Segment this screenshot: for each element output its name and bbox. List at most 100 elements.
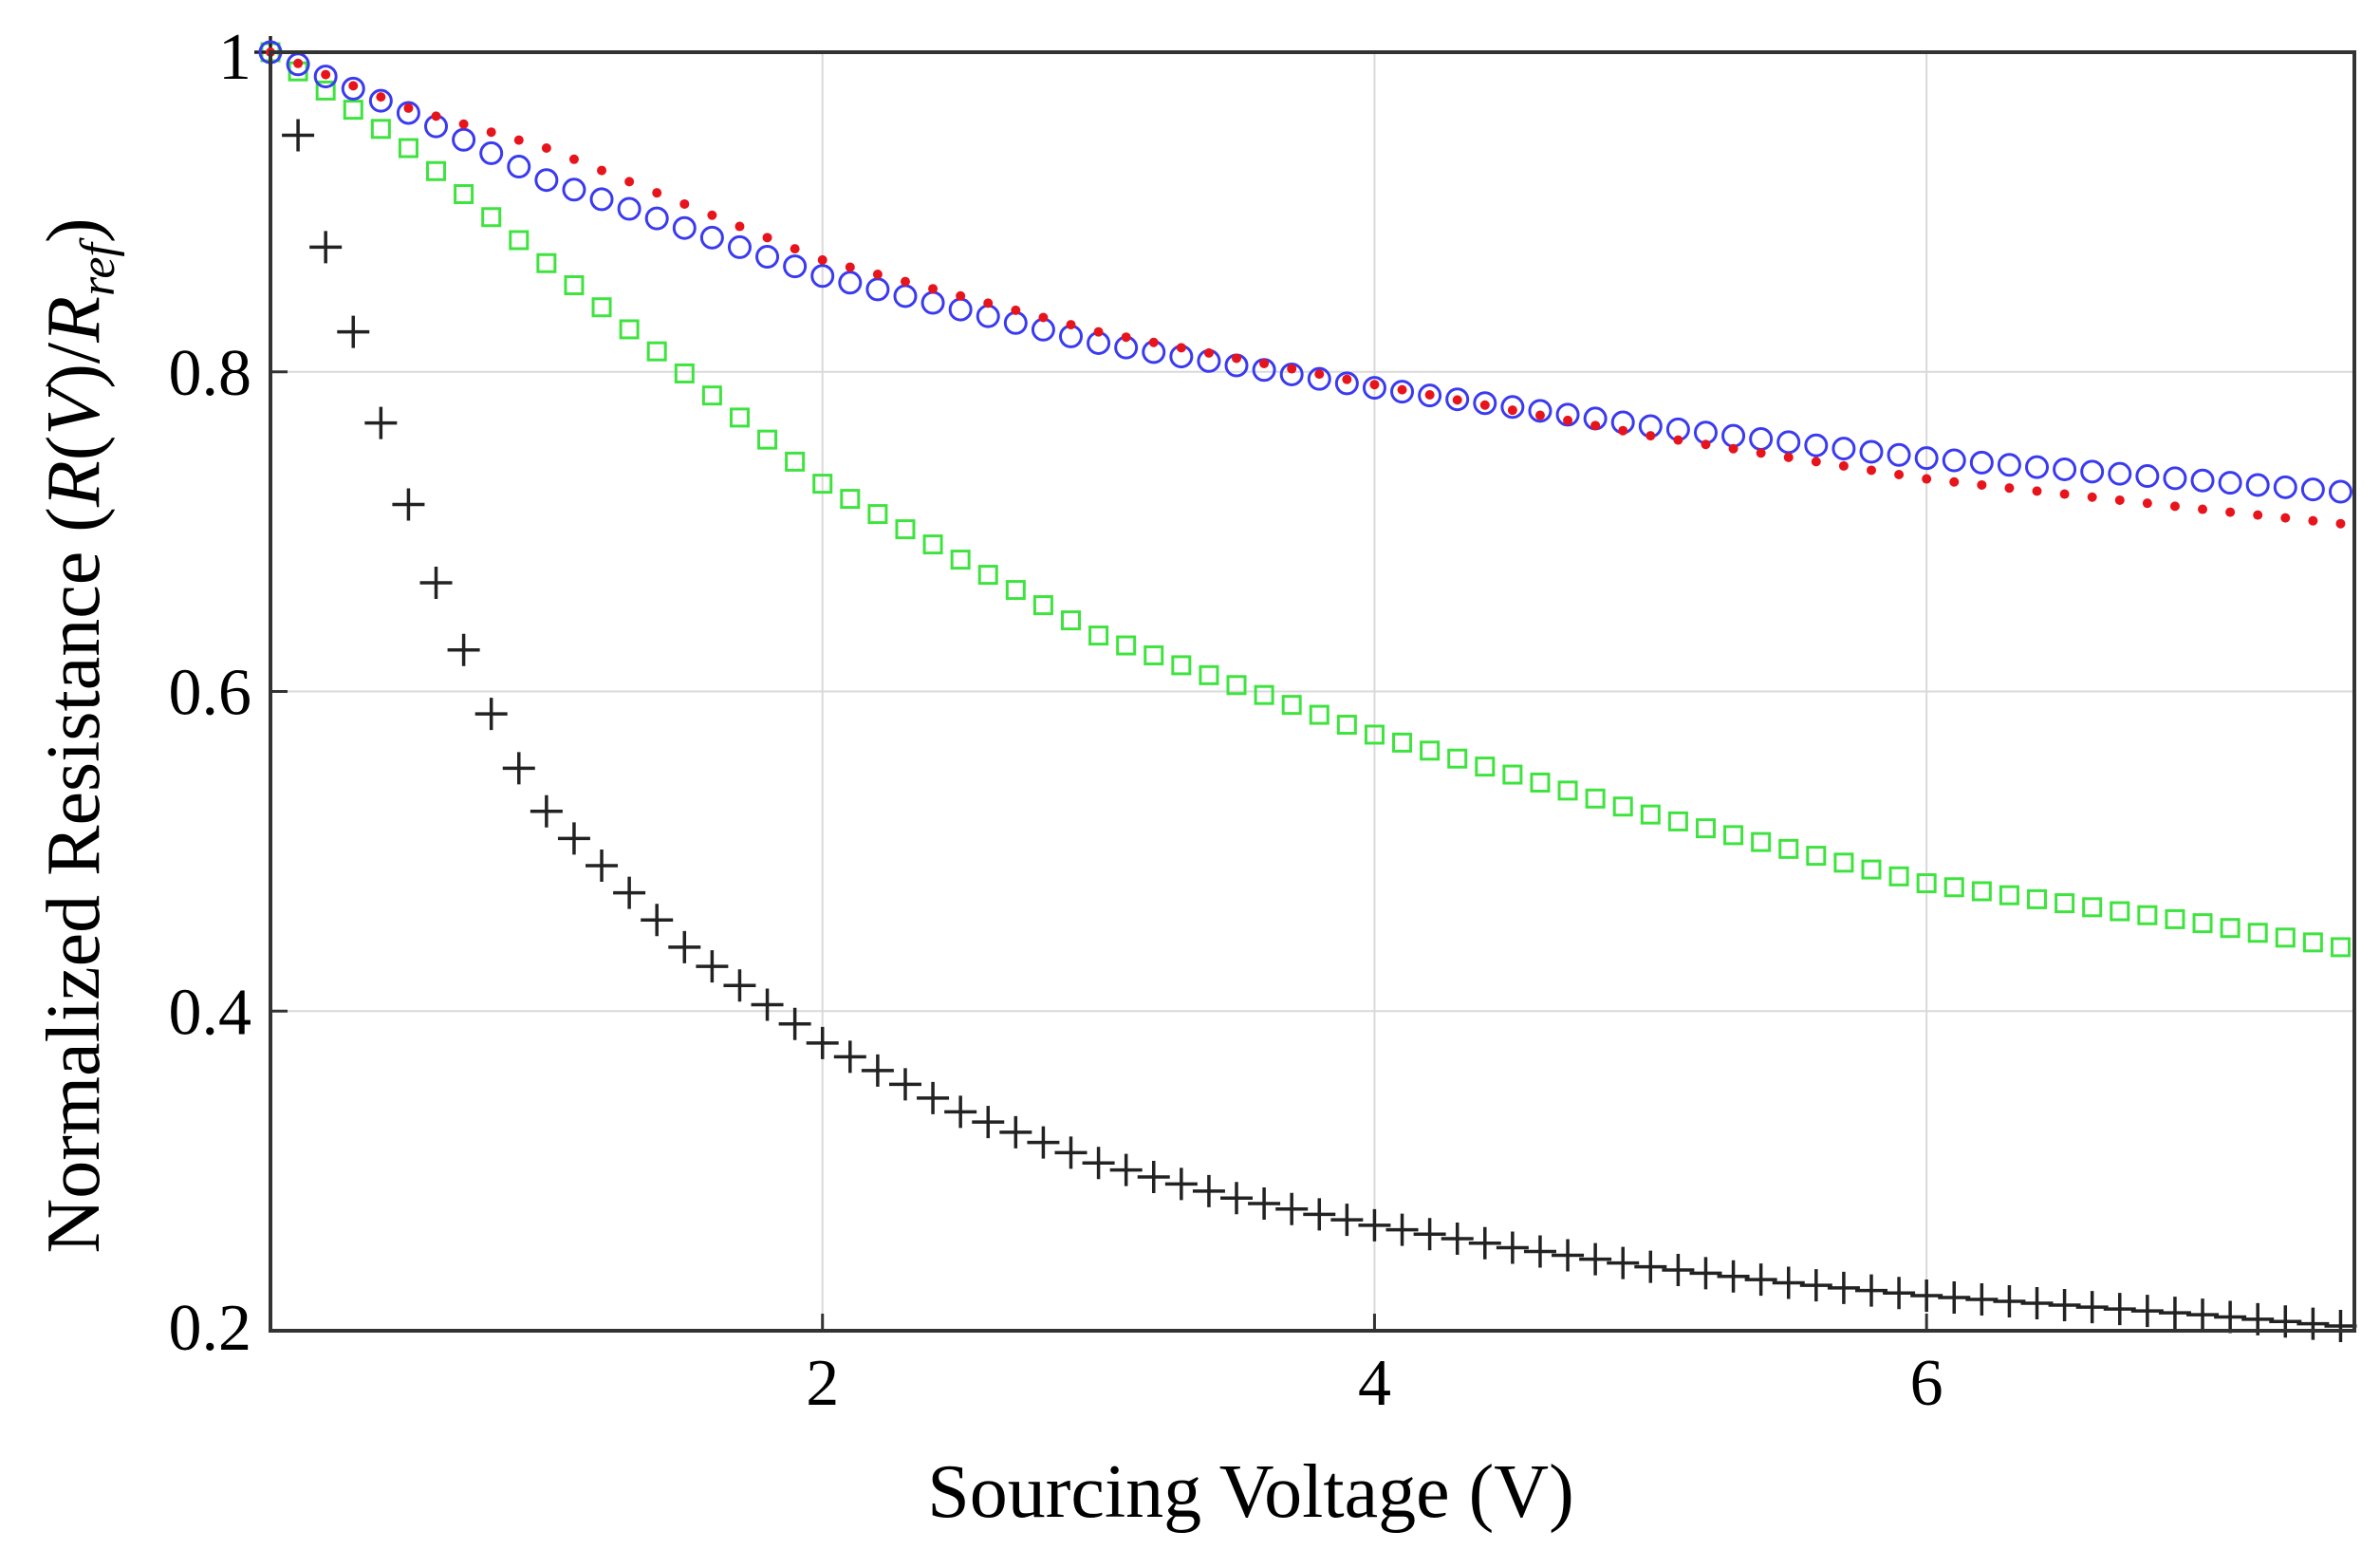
data-point xyxy=(479,140,504,165)
data-point xyxy=(2245,473,2270,497)
data-point xyxy=(2135,464,2160,489)
x-tick-label: 6 xyxy=(1910,1347,1943,1420)
data-point xyxy=(1723,825,1744,846)
data-point xyxy=(1811,457,1821,467)
data-point xyxy=(364,406,398,439)
y-tick-label: 0.8 xyxy=(169,337,252,410)
data-point xyxy=(1999,885,2019,906)
data-point xyxy=(1336,715,1357,736)
data-point xyxy=(2130,1295,2164,1328)
data-point xyxy=(1038,312,1049,323)
data-point xyxy=(1914,446,1939,471)
data-point xyxy=(1060,610,1081,631)
data-point xyxy=(1392,732,1413,753)
data-point xyxy=(1640,804,1661,825)
data-point xyxy=(2158,1297,2191,1330)
data-point xyxy=(1418,383,1442,408)
data-point xyxy=(1441,1223,1474,1256)
data-point xyxy=(1468,1226,1501,1260)
data-point xyxy=(1358,1208,1391,1242)
data-point xyxy=(1005,580,1026,601)
data-point xyxy=(557,822,590,855)
data-point xyxy=(2087,492,2097,502)
data-point xyxy=(1364,724,1385,745)
data-point xyxy=(2004,483,2015,494)
data-point xyxy=(1552,1239,1585,1272)
data-point xyxy=(895,519,916,540)
data-point xyxy=(2214,1300,2247,1334)
data-point xyxy=(1109,1153,1143,1186)
data-point xyxy=(1148,337,1159,347)
data-point xyxy=(1859,439,1884,464)
data-point xyxy=(1259,358,1270,368)
data-point xyxy=(309,231,343,264)
data-point xyxy=(1806,846,1827,867)
data-point xyxy=(872,270,883,280)
data-point xyxy=(2192,913,2213,934)
data-point xyxy=(727,234,752,259)
data-point xyxy=(513,135,524,145)
data-point xyxy=(888,1068,921,1101)
y-label-v: V xyxy=(32,382,116,436)
data-point xyxy=(1287,364,1297,374)
data-point xyxy=(1362,376,1386,401)
data-point xyxy=(1646,431,1656,441)
data-point xyxy=(956,290,966,301)
data-point xyxy=(1916,873,1937,894)
data-point xyxy=(1938,1280,1971,1314)
y-tick-label: 0.4 xyxy=(169,976,252,1049)
data-point xyxy=(2324,1309,2357,1342)
data-point xyxy=(2308,515,2318,526)
data-point xyxy=(672,215,697,240)
data-point xyxy=(1618,425,1628,436)
data-point xyxy=(370,119,391,140)
data-point xyxy=(972,1106,1005,1139)
data-point xyxy=(1171,655,1192,676)
y-tick-label: 1 xyxy=(218,21,251,94)
data-point xyxy=(507,155,531,179)
data-point xyxy=(313,65,338,89)
data-point xyxy=(1883,1277,1916,1310)
data-point xyxy=(762,233,772,243)
data-point xyxy=(845,262,855,272)
data-point xyxy=(486,127,496,138)
data-point xyxy=(983,298,994,308)
data-point xyxy=(1827,1271,1860,1304)
data-point xyxy=(1473,391,1497,416)
data-point xyxy=(1447,748,1468,769)
data-point xyxy=(1942,448,1966,473)
data-point xyxy=(2020,1287,2054,1320)
data-point xyxy=(1203,347,1214,358)
data-point xyxy=(944,1095,977,1129)
data-point xyxy=(790,244,800,254)
data-point xyxy=(368,88,393,113)
series-red-dots xyxy=(266,47,2346,529)
data-point xyxy=(341,76,365,101)
y-label-r1: R xyxy=(32,460,116,508)
data-point xyxy=(1887,442,1911,467)
data-point xyxy=(1137,1161,1170,1194)
data-point xyxy=(562,177,586,202)
data-point xyxy=(1662,1254,1695,1287)
data-point xyxy=(1176,343,1186,353)
data-point xyxy=(1116,635,1137,656)
data-point xyxy=(751,988,784,1021)
data-point xyxy=(2165,908,2185,929)
data-point xyxy=(977,565,998,586)
data-point xyxy=(1557,780,1578,801)
data-point xyxy=(1634,1250,1667,1283)
data-point xyxy=(1307,366,1331,391)
data-point xyxy=(1413,1218,1446,1251)
data-point xyxy=(1330,1204,1364,1237)
data-point xyxy=(2186,1298,2220,1332)
data-point xyxy=(1585,788,1606,809)
data-point xyxy=(1534,410,1545,420)
data-point xyxy=(534,168,559,193)
data-point xyxy=(454,184,474,205)
y-label-close1: )/ xyxy=(32,342,116,389)
data-point xyxy=(586,850,619,883)
data-point xyxy=(2053,457,2077,481)
data-point xyxy=(1744,1263,1777,1297)
data-point xyxy=(928,284,939,294)
data-point xyxy=(591,297,612,318)
